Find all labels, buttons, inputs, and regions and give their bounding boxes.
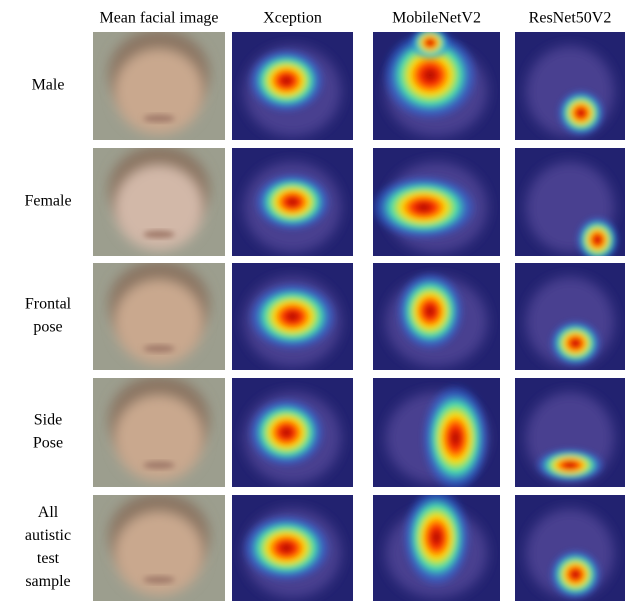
heatmap-image bbox=[232, 32, 353, 140]
mouth bbox=[143, 461, 175, 469]
heat-blob bbox=[396, 272, 465, 351]
heat-blob bbox=[254, 173, 331, 231]
mean-face-image bbox=[93, 261, 225, 370]
column-header: ResNet50V2 bbox=[529, 10, 612, 27]
mouth bbox=[143, 345, 175, 352]
heat-blob bbox=[242, 514, 332, 582]
heatmap-image bbox=[232, 378, 353, 487]
mean-face-image bbox=[93, 30, 225, 140]
heatmap-image bbox=[370, 148, 500, 256]
heatmap-image bbox=[515, 263, 625, 370]
row-label: sample bbox=[25, 573, 70, 590]
heat-blob bbox=[576, 216, 620, 264]
row-label: Male bbox=[32, 77, 65, 94]
heatmap-image bbox=[515, 148, 625, 264]
heat-blob bbox=[421, 383, 490, 492]
mouth bbox=[143, 115, 175, 123]
row-label: Female bbox=[24, 193, 71, 210]
heat-blob bbox=[549, 320, 602, 367]
heatmap-image bbox=[373, 378, 500, 492]
heatmap-image bbox=[515, 495, 625, 601]
heatmap-image bbox=[373, 488, 500, 601]
column-header: Mean facial image bbox=[99, 10, 218, 27]
heatmap-image bbox=[515, 32, 625, 140]
row-label: autistic bbox=[25, 527, 71, 544]
heatmap-image bbox=[515, 378, 625, 487]
heat-blob bbox=[248, 282, 338, 350]
heat-blob bbox=[549, 549, 602, 600]
mouth bbox=[143, 576, 175, 583]
heat-blob bbox=[557, 89, 605, 137]
heatmap-image bbox=[232, 148, 353, 256]
row-label: Side bbox=[34, 412, 62, 429]
row-label: Frontal bbox=[25, 296, 72, 313]
heatmap-image bbox=[232, 495, 353, 601]
row-label: test bbox=[37, 550, 60, 567]
heat-blob bbox=[248, 398, 325, 468]
figure: Mean facial image Xception MobileNetV2 ResN… bbox=[0, 0, 630, 601]
heat-blob bbox=[402, 488, 471, 588]
heat-blob bbox=[248, 48, 325, 113]
mean-face-image bbox=[93, 493, 225, 601]
mouth bbox=[143, 231, 175, 239]
column-header: Xception bbox=[263, 10, 322, 27]
row-label: pose bbox=[33, 319, 62, 336]
heatmap-image bbox=[232, 263, 353, 370]
heat-blob bbox=[535, 448, 605, 483]
column-header: MobileNetV2 bbox=[392, 10, 481, 27]
row-label: All bbox=[38, 504, 59, 521]
heat-blob bbox=[410, 26, 451, 61]
mean-face-image bbox=[93, 376, 225, 487]
heatmap-image bbox=[373, 26, 500, 140]
mean-face-image bbox=[93, 146, 225, 256]
heat-blob bbox=[370, 175, 477, 240]
heatmap-image bbox=[373, 263, 500, 370]
row-label: Pose bbox=[33, 435, 63, 452]
